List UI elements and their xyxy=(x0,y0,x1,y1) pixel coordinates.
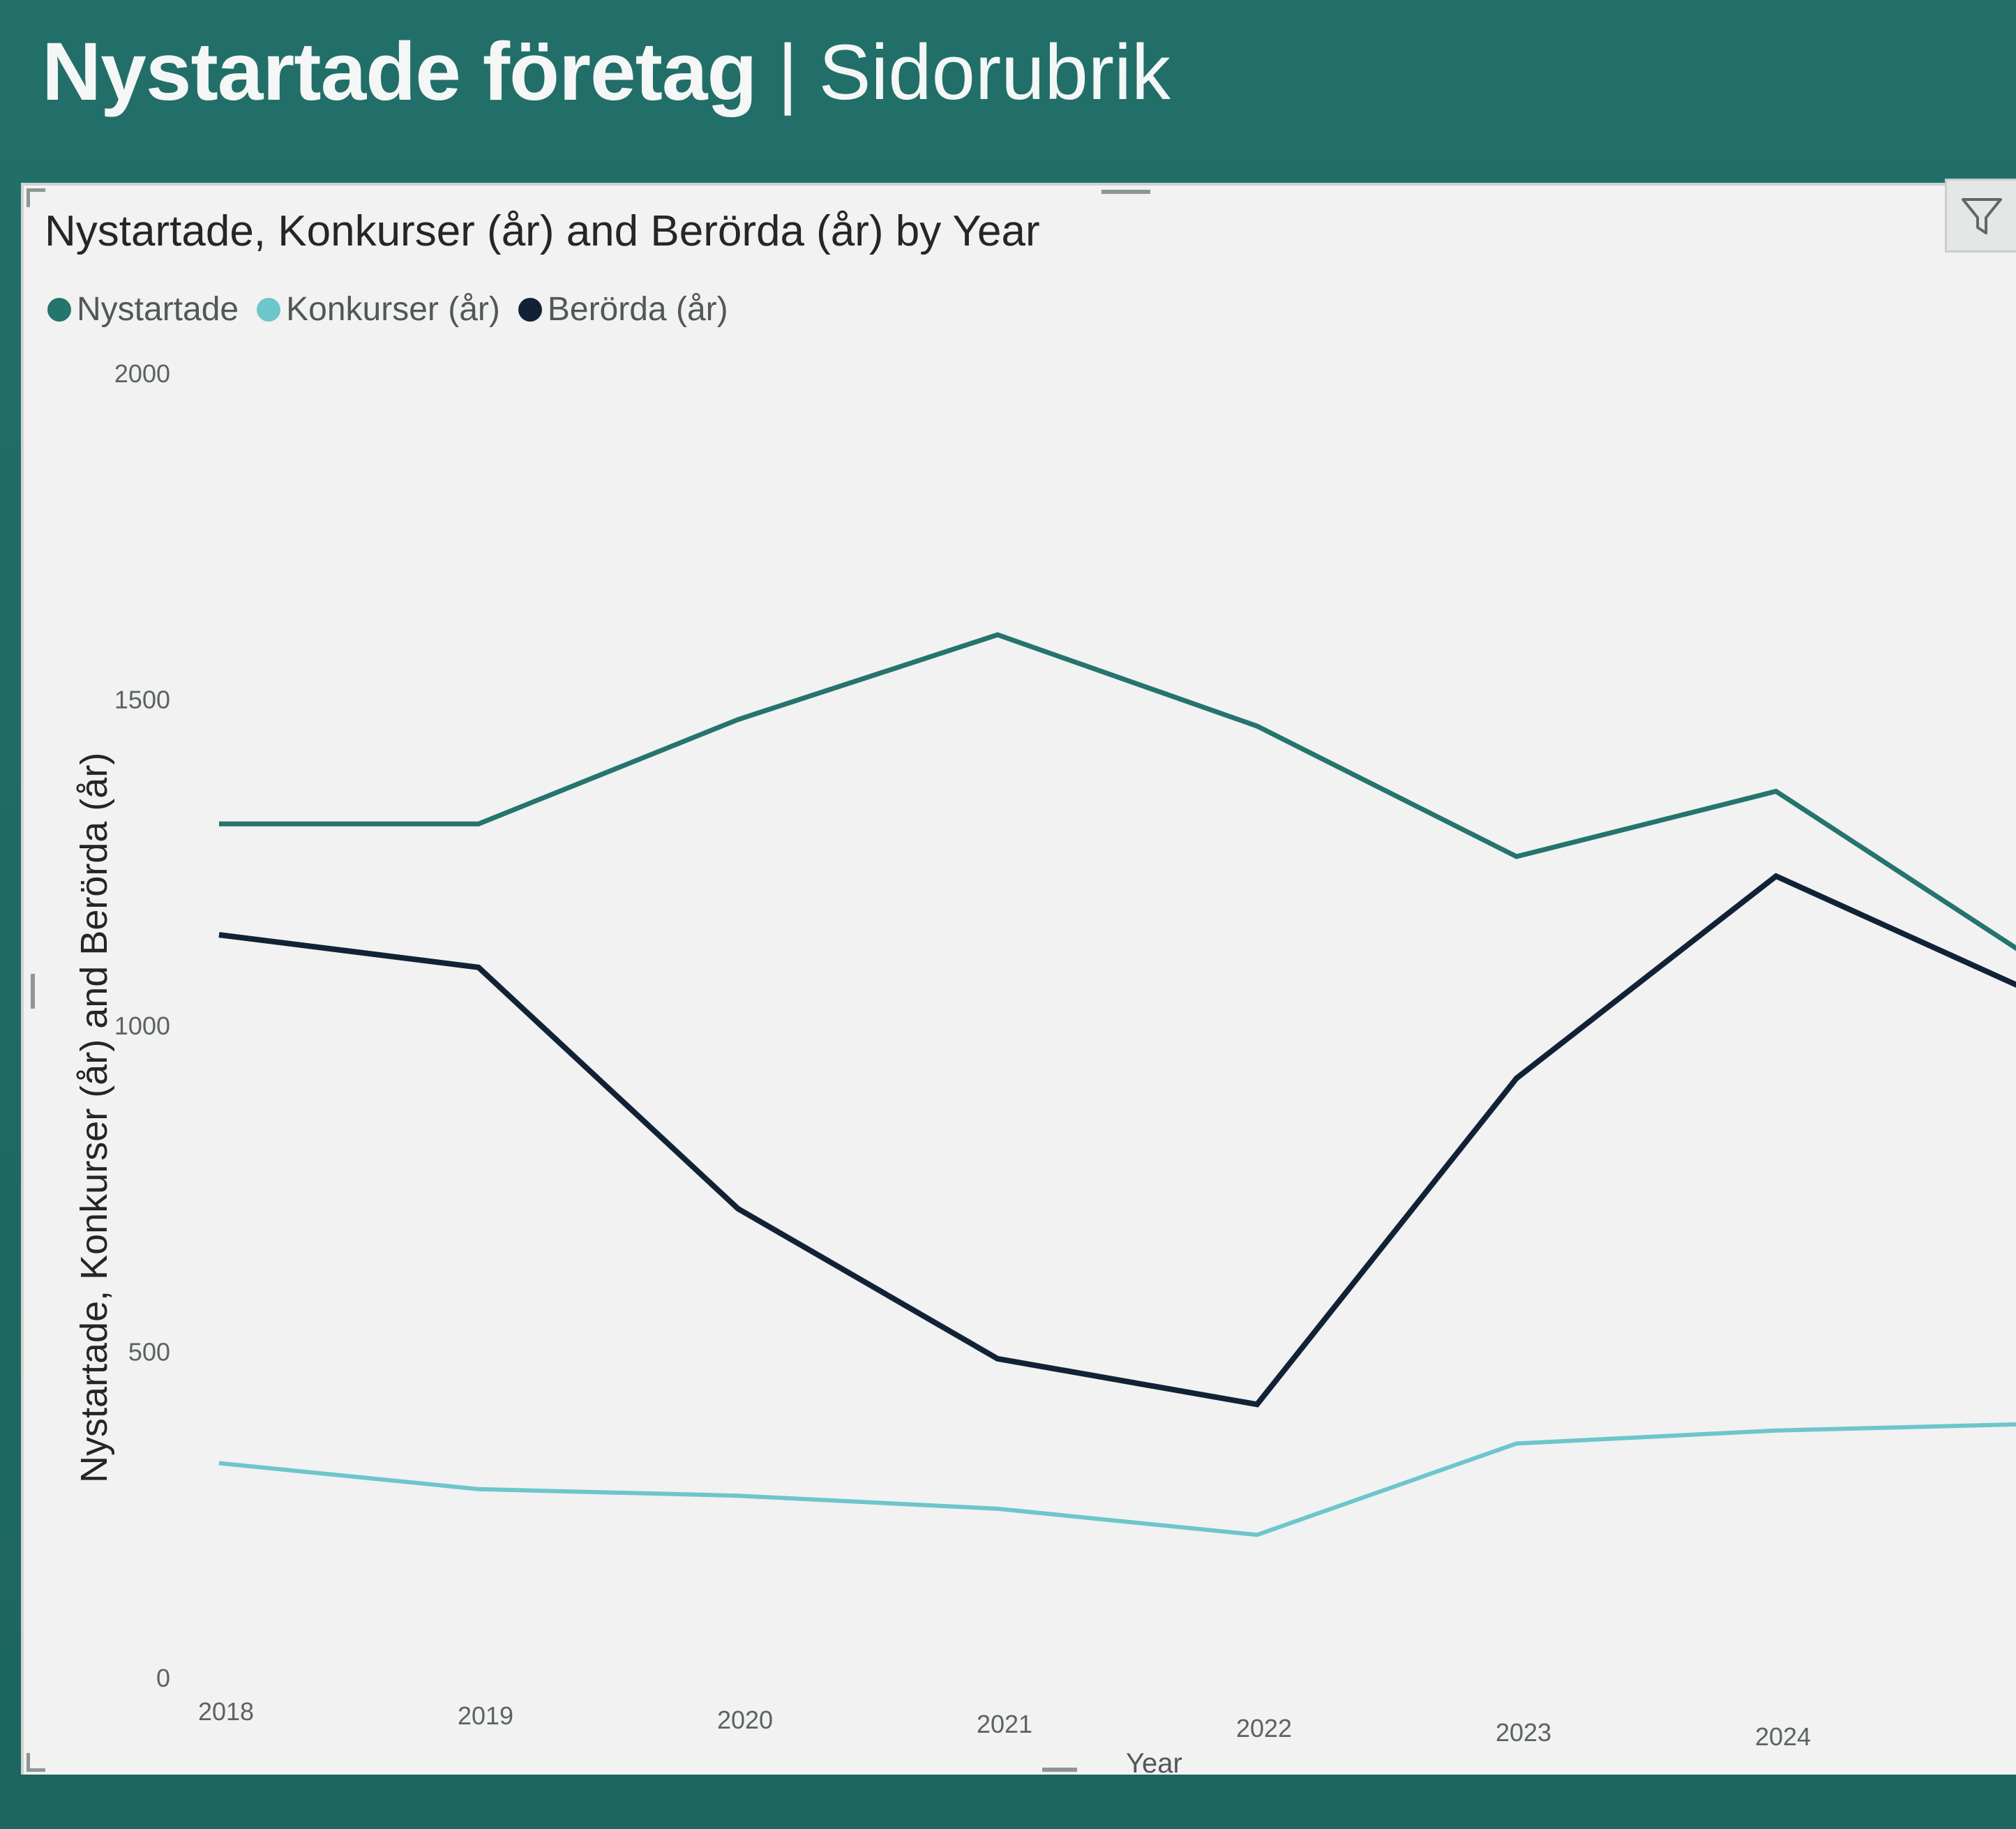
filter-button[interactable] xyxy=(1945,179,2016,253)
x-tick-label: 2021 xyxy=(977,1710,1032,1738)
y-tick-label: 2000 xyxy=(114,359,170,388)
legend-marker xyxy=(47,297,71,322)
y-tick-label: 1500 xyxy=(114,686,170,714)
x-tick-label: 2018 xyxy=(198,1697,254,1726)
visual-corner-handle[interactable] xyxy=(27,1753,45,1772)
legend-marker xyxy=(518,297,542,322)
x-tick-label: 2019 xyxy=(458,1701,513,1730)
series-line-konkurser-år[interactable] xyxy=(218,1422,2016,1537)
series-line-nystartade[interactable] xyxy=(219,632,2016,961)
x-tick-label: 2023 xyxy=(1496,1718,1551,1747)
x-tick-label: 2022 xyxy=(1236,1714,1292,1743)
page-header: Nystartade företag | Sidorubrik xyxy=(42,13,1171,131)
page-subtitle: Sidorubrik xyxy=(818,28,1171,116)
page-title: Nystartade företag xyxy=(42,26,758,118)
filter-icon xyxy=(1962,198,2002,234)
x-axis-title: Year xyxy=(1126,1748,1182,1779)
line-chart-visual[interactable]: Nystartade, Konkurser (år) and Berörda (… xyxy=(21,179,2016,1779)
chart-title: Nystartade, Konkurser (år) and Berörda (… xyxy=(45,207,1040,255)
x-tick-label: 2024 xyxy=(1755,1722,1811,1751)
visual-resize-handle[interactable] xyxy=(1042,1768,1077,1772)
legend-item-konkurser[interactable]: Konkurser (år) xyxy=(257,290,500,329)
x-tick-label: 2020 xyxy=(717,1706,773,1734)
visual-resize-handle[interactable] xyxy=(1101,190,1150,194)
chart-legend: Nystartade Konkurser (år) Berörda (år) xyxy=(47,290,746,329)
legend-item-nystartade[interactable]: Nystartade xyxy=(47,290,239,329)
visual-corner-handle[interactable] xyxy=(27,188,45,207)
legend-label: Nystartade xyxy=(77,291,239,328)
plot-area: 0 500 1000 1500 2000 2018 2019 2020 2021 2022 202… xyxy=(114,359,2016,1751)
y-tick-label: 500 xyxy=(128,1338,170,1367)
visual-resize-handle[interactable] xyxy=(31,974,35,1009)
legend-item-berorda[interactable]: Berörda (år) xyxy=(518,290,728,329)
legend-marker xyxy=(257,297,281,322)
y-tick-label: 0 xyxy=(156,1664,170,1692)
title-separator: | xyxy=(777,28,798,116)
y-tick-label: 1000 xyxy=(114,1011,170,1040)
legend-label: Berörda (år) xyxy=(547,291,728,328)
legend-label: Konkurser (år) xyxy=(286,291,500,328)
series-line-berörda-år[interactable] xyxy=(218,873,2016,1408)
